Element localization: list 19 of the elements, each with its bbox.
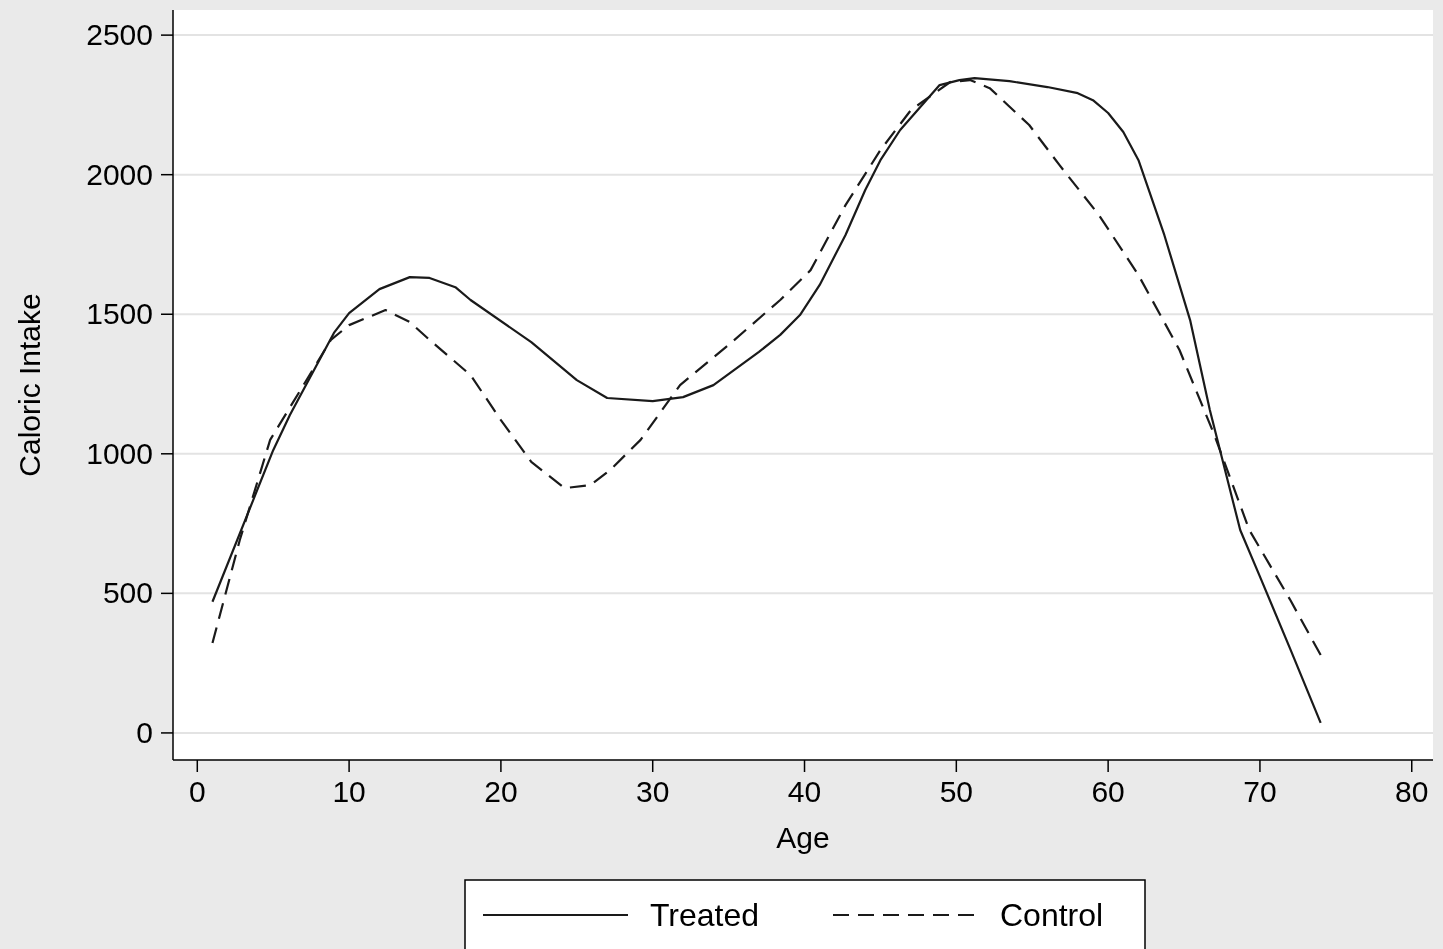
y-tick-label: 1000 (86, 436, 153, 470)
legend-label: Treated (650, 897, 760, 933)
x-tick-label: 70 (1243, 775, 1277, 808)
legend-label: Control (1000, 897, 1104, 933)
y-tick-label: 0 (136, 715, 153, 749)
x-tick-label: 10 (332, 775, 366, 808)
x-tick-label: 0 (188, 775, 206, 808)
x-tick-label: 40 (787, 775, 822, 808)
y-tick-label: 2500 (86, 18, 153, 52)
x-axis-title: Age (776, 821, 830, 854)
x-tick-label: 20 (484, 775, 518, 808)
y-axis-title: Caloric Intake (13, 293, 46, 477)
x-tick-label: 60 (1091, 775, 1125, 808)
x-tick-label: 80 (1395, 775, 1429, 808)
x-tick-label: 50 (939, 775, 974, 808)
y-tick-label: 2000 (86, 157, 153, 191)
x-tick-label: 30 (636, 775, 670, 808)
y-tick-label: 1500 (86, 297, 153, 331)
y-tick-label: 500 (102, 576, 153, 610)
